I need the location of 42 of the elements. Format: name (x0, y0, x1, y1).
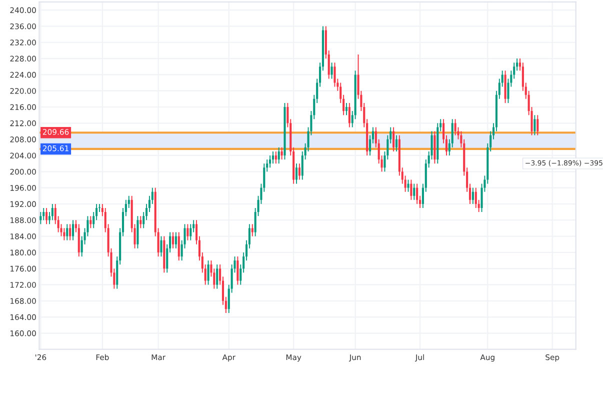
candlestick (416, 183, 418, 204)
candlestick (46, 208, 48, 225)
candlestick (42, 208, 45, 221)
candlestick (72, 220, 74, 241)
candlestick (66, 224, 68, 241)
candlestick (407, 179, 410, 192)
candlestick (280, 146, 283, 160)
candlestick (278, 146, 280, 164)
candlestick (534, 114, 536, 136)
candlestick (454, 118, 456, 136)
candlestick (474, 187, 477, 208)
candlestick (536, 114, 539, 136)
candlestick (178, 232, 180, 261)
candlestick (186, 224, 189, 241)
candlestick (274, 150, 277, 164)
candlestick (160, 236, 162, 257)
candlestick (410, 179, 412, 200)
candlestick (140, 216, 142, 229)
candlestick (295, 163, 298, 184)
candlestick (272, 150, 274, 164)
candlestick (334, 62, 336, 88)
candlestick (345, 102, 348, 116)
candlestick (190, 224, 192, 241)
candlestick (348, 102, 350, 128)
candlestick (298, 163, 300, 180)
candlestick (269, 154, 272, 168)
candlestick (395, 134, 398, 152)
candlestick (172, 232, 174, 249)
candlestick (236, 256, 239, 286)
candlestick (392, 126, 395, 152)
candlestick (40, 212, 42, 225)
candlestick (51, 203, 54, 221)
candlestick (330, 62, 333, 80)
candlestick (251, 224, 254, 237)
candlestick (63, 228, 66, 241)
candlestick (69, 224, 72, 241)
candlestick (413, 183, 416, 200)
candlestick (472, 187, 474, 204)
candlestick (216, 264, 218, 290)
candlestick (174, 232, 177, 249)
candlestick (90, 216, 92, 229)
candlestick (207, 260, 210, 286)
